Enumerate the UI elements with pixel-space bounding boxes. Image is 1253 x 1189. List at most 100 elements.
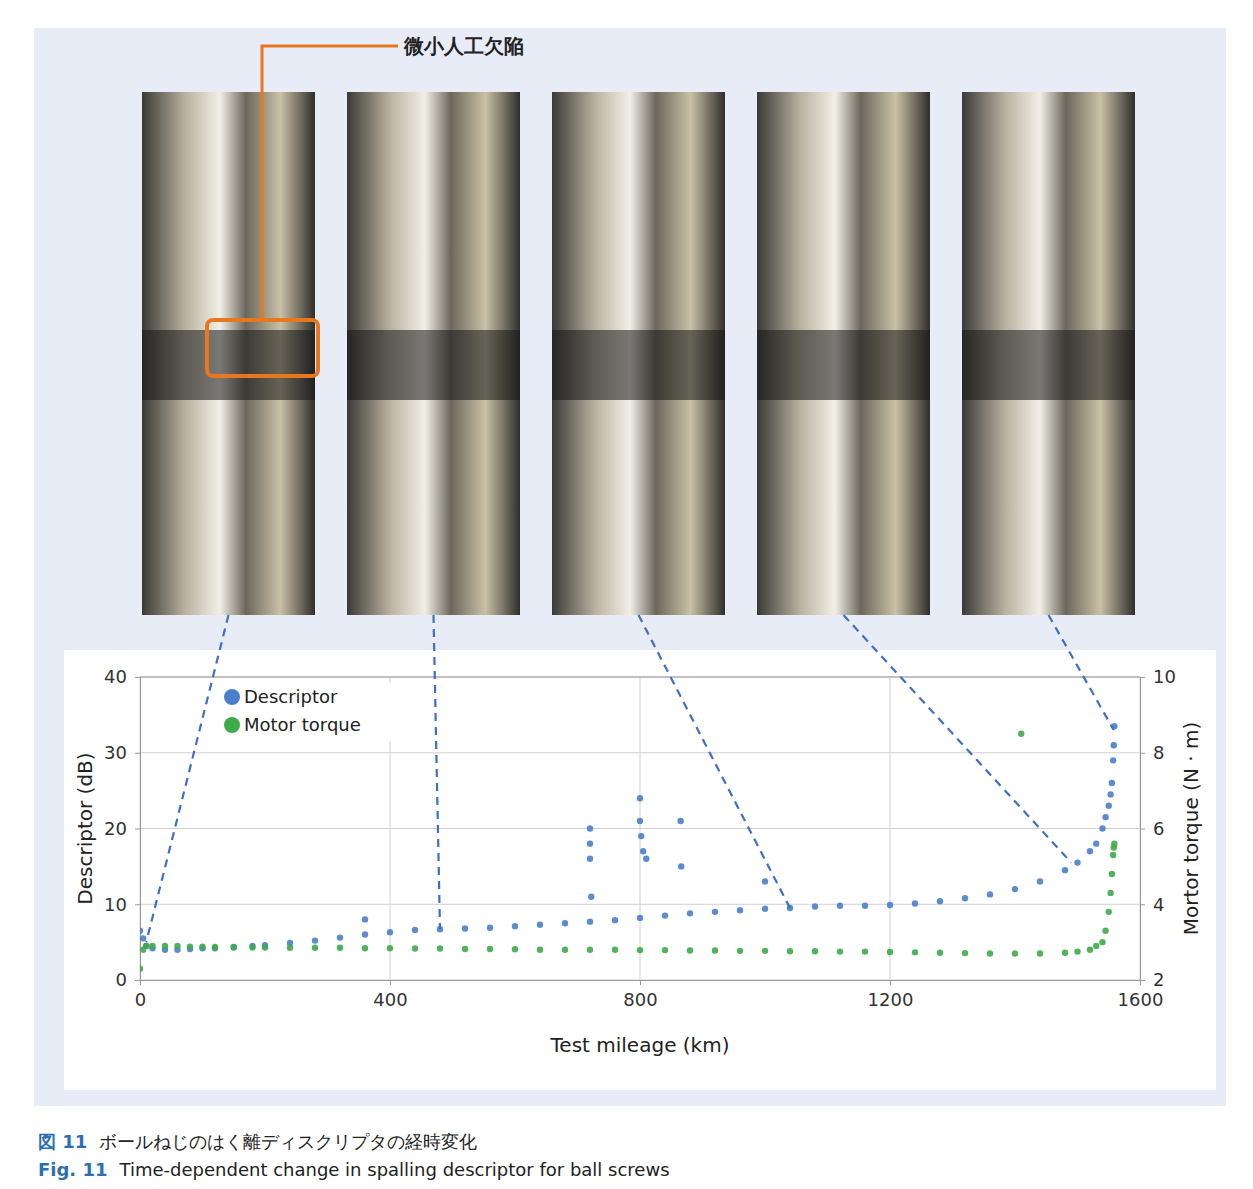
x-axis-title: Test mileage (km) [550, 1033, 730, 1057]
photo-shade [757, 330, 930, 400]
y2-axis: 246810 [1140, 666, 1176, 990]
caption-text: ボールねじのはく離ディスクリプタの経時変化 [99, 1131, 477, 1152]
legend-marker [224, 717, 240, 733]
tick-label: 8 [1153, 742, 1164, 763]
tick-mark [1140, 980, 1145, 981]
photo [347, 92, 520, 615]
tick-mark [135, 829, 140, 830]
data-point [149, 943, 155, 949]
caption-label: 図 11 [38, 1131, 87, 1152]
data-point [262, 944, 268, 950]
data-point [812, 903, 818, 909]
data-point [1087, 947, 1093, 953]
data-point [862, 948, 868, 954]
data-point [1012, 886, 1018, 892]
tick: 10 [104, 894, 140, 915]
data-point [712, 909, 718, 915]
data-point [862, 903, 868, 909]
series [140, 731, 1118, 972]
data-point [662, 947, 668, 953]
data-point [787, 948, 793, 954]
axis-line [1141, 678, 1146, 981]
grid-line [140, 752, 1140, 753]
caption-ja: 図 11 ボールねじのはく離ディスクリプタの経時変化 [38, 1131, 477, 1152]
data-point [362, 916, 368, 922]
y-axis-title: Descriptor (dB) [73, 752, 97, 904]
tick-mark [135, 904, 140, 905]
photo-shade [962, 330, 1135, 400]
tick: 8 [1140, 742, 1164, 763]
data-point [887, 902, 893, 908]
tick: 20 [104, 818, 140, 839]
data-point [1110, 757, 1116, 763]
data-point [612, 947, 618, 953]
data-point [562, 920, 568, 926]
grid [140, 677, 1140, 980]
data-point [587, 840, 593, 846]
tick-label: 4 [1153, 894, 1164, 915]
tick-label: 1600 [1118, 989, 1164, 1010]
tick-label: 0 [135, 989, 146, 1010]
data-point [1074, 859, 1080, 865]
photo-link [639, 615, 791, 908]
data-point [231, 944, 237, 950]
data-point [212, 944, 218, 950]
tick-label: 2 [1153, 969, 1164, 990]
photo-shade [347, 330, 520, 400]
tick-mark [1140, 829, 1145, 830]
data-point [1099, 939, 1105, 945]
data-point [937, 898, 943, 904]
tick-mark [390, 980, 391, 985]
data-point [762, 878, 768, 884]
figure: 微小人工欠陥040080012001600010203040246810Test… [0, 0, 1253, 1189]
data-point [462, 946, 468, 952]
data-point [737, 948, 743, 954]
data-point [762, 906, 768, 912]
annotation: 微小人工欠陥 [207, 34, 524, 376]
tick: 6 [1140, 818, 1164, 839]
data-point [1074, 948, 1080, 954]
tick: 0 [135, 980, 146, 1010]
data-point [143, 943, 149, 949]
legend-background [220, 683, 420, 741]
data-point [1018, 731, 1024, 737]
grid-line [140, 828, 1140, 829]
annotation-label: 微小人工欠陥 [403, 34, 524, 58]
y-axis: 010203040 [104, 666, 140, 990]
data-point [562, 947, 568, 953]
chart-panel [64, 650, 1216, 1090]
data-point [587, 856, 593, 862]
data-point [287, 945, 293, 951]
data-point [1012, 950, 1018, 956]
data-point [337, 945, 343, 951]
photo-shade [142, 330, 315, 400]
tick: 30 [104, 742, 140, 763]
data-point [1102, 928, 1108, 934]
data-point [537, 947, 543, 953]
data-point [937, 950, 943, 956]
data-point [678, 863, 684, 869]
data-point [1037, 950, 1043, 956]
data-point [912, 900, 918, 906]
photo [962, 92, 1135, 615]
data-point [812, 948, 818, 954]
data-point [962, 950, 968, 956]
data-point [512, 946, 518, 952]
tick-mark [1140, 904, 1145, 905]
annotation-box [207, 320, 318, 376]
data-point [1099, 825, 1105, 831]
data-point [837, 903, 843, 909]
y2-axis-title: Mortor torque (N · m) [1179, 722, 1203, 935]
tick-label: 20 [104, 818, 127, 839]
tick-label: 40 [104, 666, 127, 687]
caption-label: Fig. 11 [38, 1159, 108, 1180]
axis-line [135, 678, 141, 981]
legend-marker [224, 689, 240, 705]
data-point [362, 945, 368, 951]
series [140, 723, 1118, 953]
grid-line [140, 677, 1140, 678]
data-point [487, 946, 493, 952]
data-point [1110, 852, 1116, 858]
tick-mark [1140, 677, 1145, 678]
data-point [312, 937, 318, 943]
